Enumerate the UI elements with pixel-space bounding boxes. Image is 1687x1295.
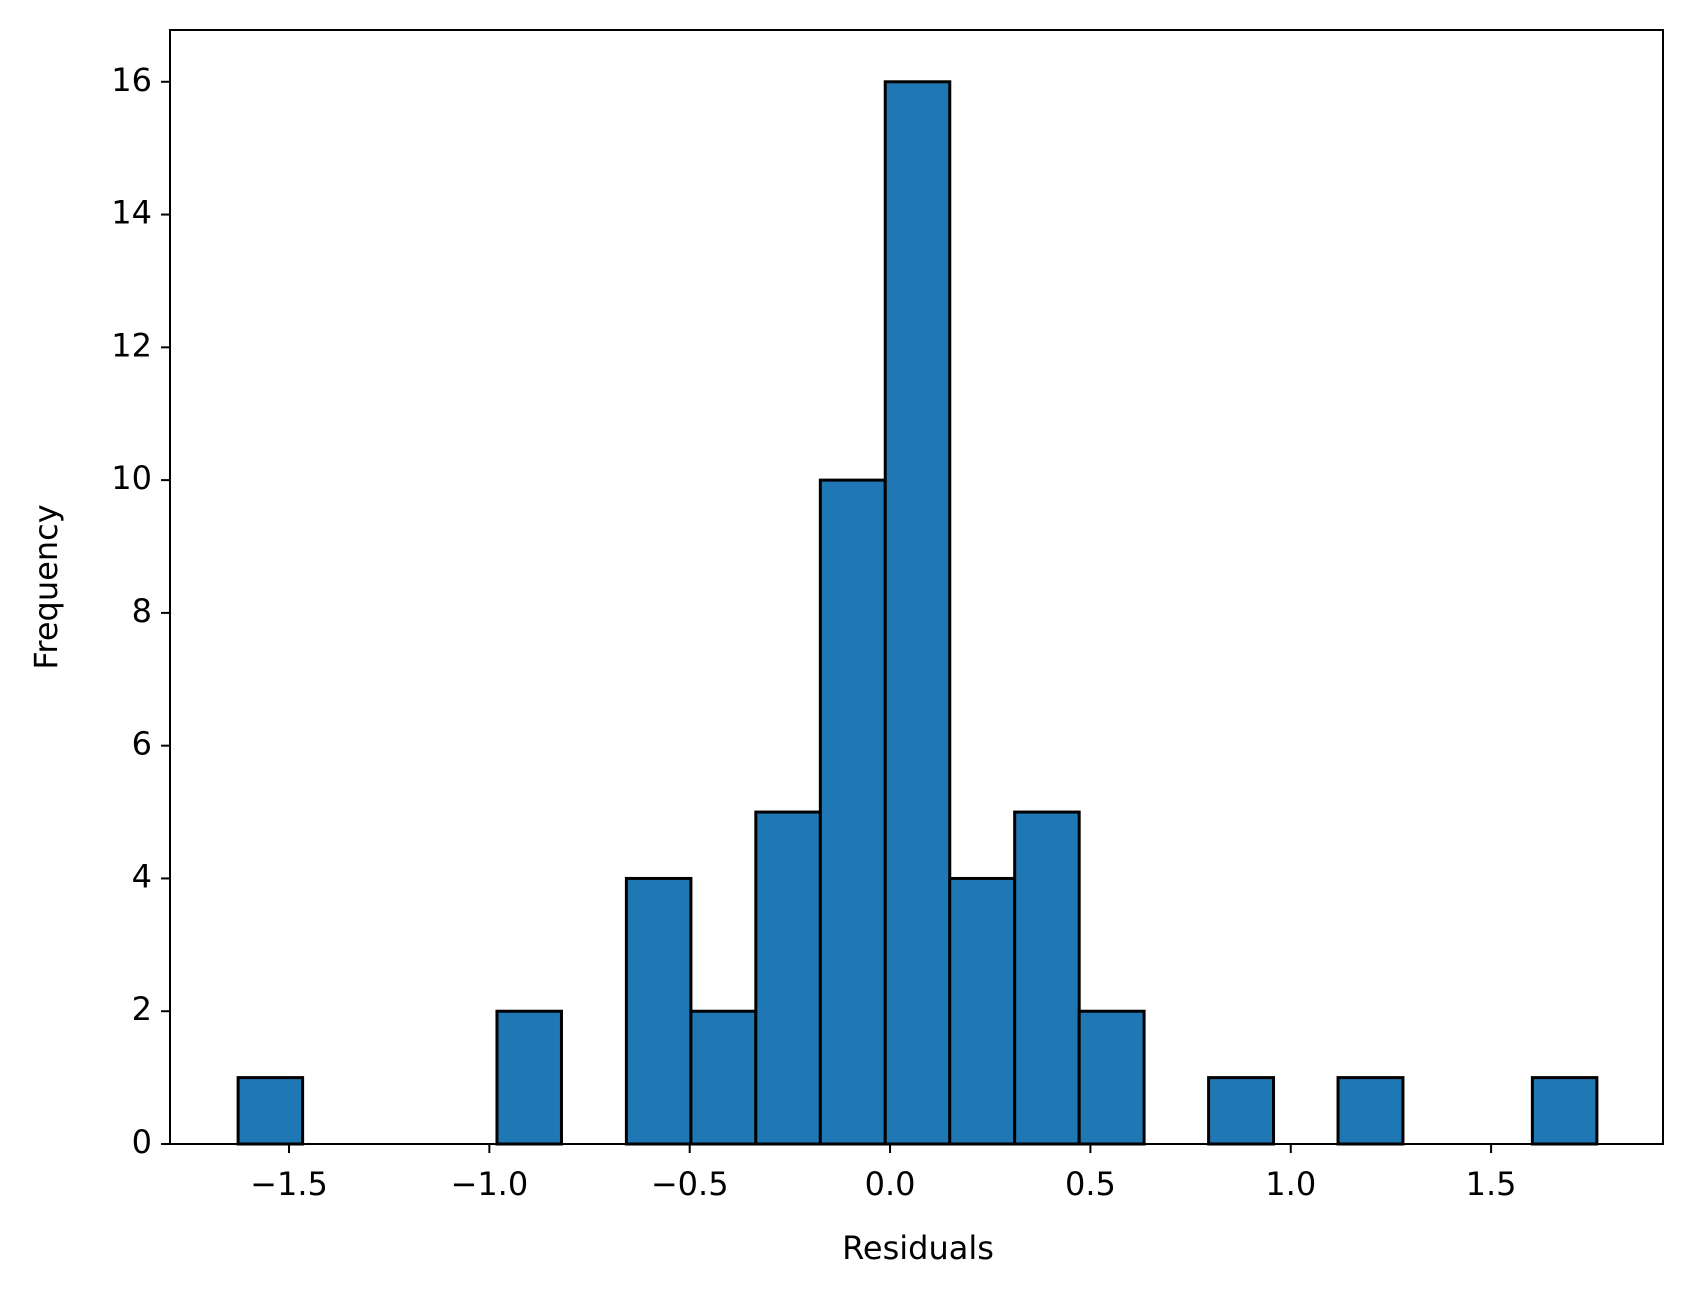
plot-frame [169, 29, 1664, 1145]
y-tick-label: 0 [132, 1123, 152, 1161]
x-axis-label: Residuals [842, 1229, 994, 1267]
bar [1013, 810, 1081, 1146]
x-tick-label: 0.0 [865, 1165, 916, 1203]
bar [1336, 1076, 1405, 1146]
y-tick-label: 8 [132, 592, 152, 630]
bar [754, 810, 822, 1146]
y-tick-label: 6 [132, 725, 152, 763]
y-tick-label: 2 [132, 990, 152, 1028]
x-tick-label: −1.5 [250, 1165, 328, 1203]
y-axis-label: Frequency [27, 504, 65, 669]
y-tick-label: 4 [132, 857, 152, 895]
x-tick-label: 1.0 [1265, 1165, 1316, 1203]
bar [689, 1009, 758, 1146]
bar [1207, 1076, 1276, 1146]
y-tick-label: 12 [111, 326, 152, 364]
x-tick-label: 0.5 [1065, 1165, 1116, 1203]
y-tick-label: 10 [111, 459, 152, 497]
x-tick-label: −0.5 [651, 1165, 729, 1203]
x-tick-label: −1.0 [451, 1165, 529, 1203]
bar [883, 80, 952, 1146]
bar [236, 1076, 305, 1146]
bar [948, 876, 1017, 1146]
bar [1530, 1076, 1599, 1146]
bar [1077, 1009, 1146, 1146]
bar [624, 876, 693, 1146]
bar [818, 478, 887, 1146]
y-tick-label: 14 [111, 194, 152, 232]
bar [495, 1009, 563, 1146]
x-tick-label: 1.5 [1466, 1165, 1517, 1203]
y-tick-label: 16 [111, 61, 152, 99]
